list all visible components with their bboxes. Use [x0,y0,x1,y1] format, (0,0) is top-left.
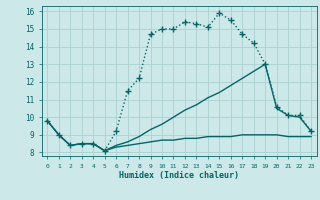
X-axis label: Humidex (Indice chaleur): Humidex (Indice chaleur) [119,171,239,180]
